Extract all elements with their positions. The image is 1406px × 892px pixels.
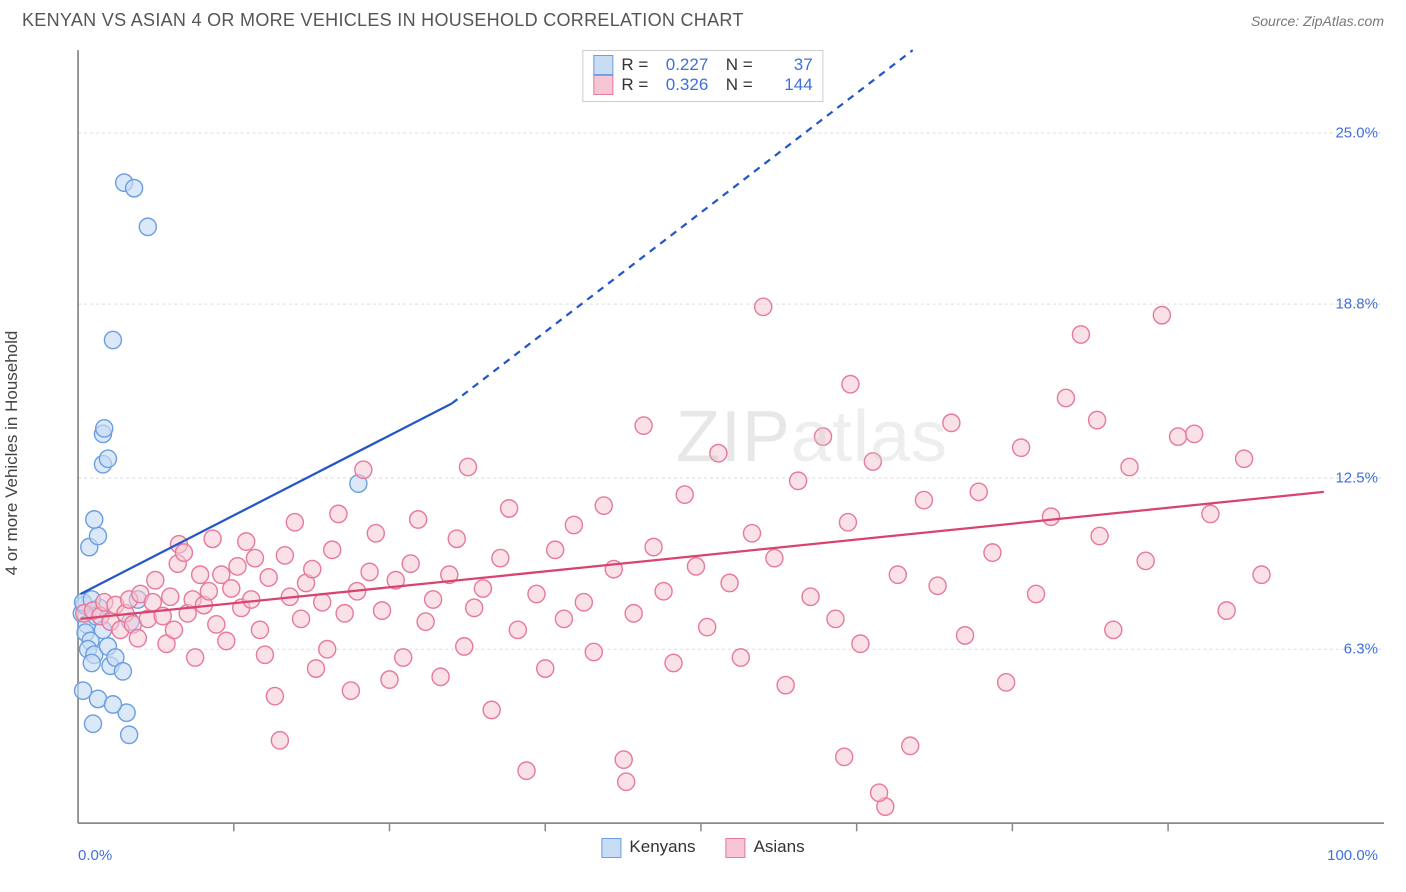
y-tick-label: 12.5% bbox=[1335, 470, 1378, 487]
swatch-icon bbox=[593, 55, 613, 75]
legend-row-kenyans: R =0.227 N =37 bbox=[593, 55, 812, 75]
source-attribution: Source: ZipAtlas.com bbox=[1251, 13, 1384, 29]
legend-item-kenyans: Kenyans bbox=[601, 837, 695, 858]
swatch-icon bbox=[593, 75, 613, 95]
y-tick-label: 25.0% bbox=[1335, 124, 1378, 141]
swatch-icon bbox=[601, 838, 621, 858]
legend-row-asians: R =0.326 N =144 bbox=[593, 75, 812, 95]
swatch-icon bbox=[726, 838, 746, 858]
correlation-legend: R =0.227 N =37 R =0.326 N =144 bbox=[582, 50, 823, 102]
series-legend: Kenyans Asians bbox=[601, 837, 804, 858]
chart-title: KENYAN VS ASIAN 4 OR MORE VEHICLES IN HO… bbox=[22, 10, 744, 31]
y-tick-label: 18.8% bbox=[1335, 296, 1378, 313]
chart-area: 4 or more Vehicles in Household ZIPatlas… bbox=[22, 44, 1384, 862]
y-tick-label: 6.3% bbox=[1344, 641, 1378, 658]
y-axis-label: 4 or more Vehicles in Household bbox=[2, 331, 22, 576]
x-tick-label: 100.0% bbox=[1327, 847, 1378, 864]
scatter-plot bbox=[60, 44, 1384, 862]
x-tick-label: 0.0% bbox=[78, 847, 112, 864]
legend-item-asians: Asians bbox=[726, 837, 805, 858]
